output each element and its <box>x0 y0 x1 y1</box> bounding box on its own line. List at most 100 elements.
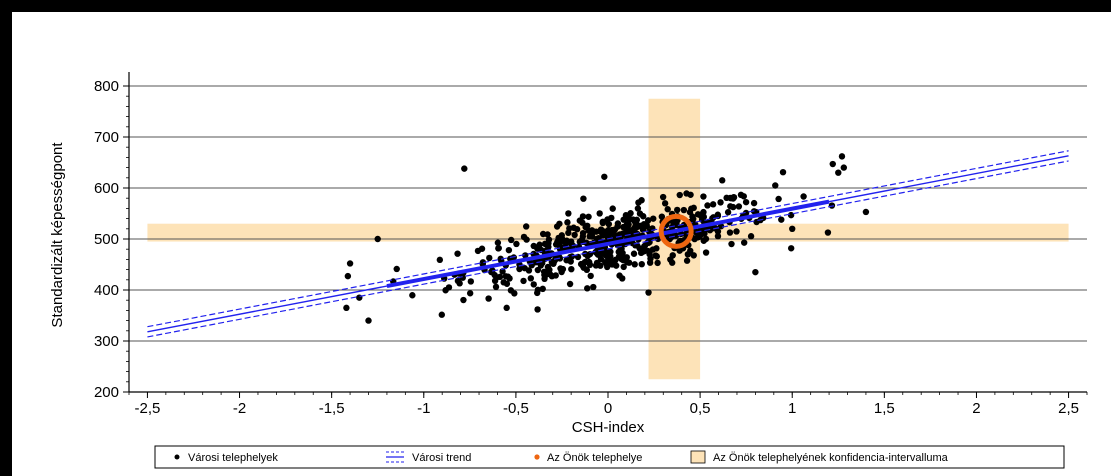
scatter-point <box>683 257 691 264</box>
scatter-point <box>553 223 561 230</box>
scatter-point <box>840 164 848 171</box>
scatter-point <box>590 228 597 235</box>
scatter-point <box>456 280 463 287</box>
scatter-point <box>558 232 566 239</box>
scatter-point <box>530 281 537 288</box>
scatter-point <box>585 213 592 220</box>
scatter-point <box>645 239 652 247</box>
scatter-point <box>533 289 541 297</box>
scatter-point <box>573 226 581 233</box>
scatter-point <box>747 233 755 240</box>
scatter-point <box>579 229 587 237</box>
scatter-point <box>630 250 638 257</box>
city-trend-lines <box>147 150 1069 338</box>
scatter-point <box>594 250 601 258</box>
x-tick-label: 0,5 <box>690 400 711 417</box>
scatter-point <box>564 219 571 226</box>
scatter-point <box>478 245 486 252</box>
scatter-point <box>409 292 416 299</box>
scatter-point <box>584 222 591 230</box>
scatter-point <box>690 252 697 259</box>
x-tick-label: -2 <box>233 400 246 417</box>
scatter-point <box>497 255 504 263</box>
scatter-point <box>580 195 587 202</box>
scatter-point <box>702 249 710 256</box>
scatter-point <box>714 228 722 235</box>
scatter-point <box>618 255 625 263</box>
scatter-point <box>545 243 552 251</box>
scatter-point <box>442 287 449 294</box>
scatter-point <box>719 177 726 184</box>
scatter-point <box>502 273 510 280</box>
scatter-point <box>733 228 740 235</box>
scatter-point <box>492 283 500 291</box>
scatter-point <box>778 216 785 223</box>
scatter-point <box>522 252 529 259</box>
scatter-point <box>485 295 492 302</box>
scatter-point <box>714 232 722 240</box>
scatter-point <box>724 209 732 216</box>
scatter-point <box>496 273 504 281</box>
legend-box <box>154 445 1065 469</box>
scatter-point <box>636 210 644 217</box>
scatter-point <box>596 210 603 217</box>
scatter-point <box>511 290 518 297</box>
scatter-point <box>601 246 608 254</box>
legend: Városi telephelyek Városi trend Az Önök … <box>154 445 1065 469</box>
scatter-point <box>727 203 734 210</box>
y-tick-label: 500 <box>94 231 119 248</box>
scatter-point <box>539 285 546 293</box>
scatter-point <box>658 213 666 220</box>
scatter-point <box>343 304 350 312</box>
scatter-point <box>742 198 750 206</box>
legend-trend-symbol <box>386 451 404 463</box>
scatter-point <box>599 219 607 227</box>
scatter-point <box>702 235 710 243</box>
scatter-point <box>684 251 692 258</box>
scatter-point <box>613 232 620 239</box>
scatter-point <box>579 262 587 270</box>
scatter-point <box>494 239 502 246</box>
x-tick-label: -0,5 <box>503 400 529 417</box>
scatter-point <box>579 213 587 220</box>
scatter-point <box>559 265 567 273</box>
y-tick-label: 600 <box>94 180 119 197</box>
scatter-point <box>726 229 734 236</box>
scatter-point <box>667 256 674 263</box>
scatter-point <box>566 280 574 288</box>
scatter-point <box>688 205 695 212</box>
trend-upper-bound <box>147 150 1069 328</box>
scatter-point <box>365 317 372 324</box>
scatter-point <box>615 248 622 256</box>
scatter-point <box>723 194 730 202</box>
scatter-point <box>638 260 645 268</box>
scatter-point <box>652 252 659 259</box>
legend-trend-label: Városi trend <box>412 452 471 464</box>
scatter-point <box>374 235 381 243</box>
x-tick-label: -1,5 <box>319 400 345 417</box>
scatter-point <box>740 239 748 246</box>
scatter-point <box>545 269 552 277</box>
scatter-point <box>704 202 711 209</box>
scatter-point <box>728 240 735 248</box>
scatter-point <box>537 262 545 269</box>
x-tick-label: 0 <box>604 400 612 417</box>
scatter-point <box>627 210 634 217</box>
scatter-point <box>438 311 446 318</box>
y-tick-label: 200 <box>94 384 119 401</box>
scatter-point <box>673 206 681 214</box>
scatter-point <box>650 215 657 222</box>
legend-points-symbol <box>174 454 180 460</box>
scatter-point <box>700 193 707 200</box>
scatter-point <box>800 193 807 200</box>
scatter-point <box>461 165 468 172</box>
chart-frame: 200 300 400 500 600 700 800 -2,5 -2 -1,5 -1 -0,5 0 0,… <box>12 12 1111 476</box>
scatter-point <box>584 285 591 292</box>
scatter-point <box>630 225 638 233</box>
scatter-point <box>717 223 725 230</box>
scatter-point <box>539 230 547 238</box>
scatter-point <box>687 191 694 198</box>
x-tick-label: 1,5 <box>874 400 895 417</box>
scatter-point <box>544 263 552 271</box>
y-tick-label: 800 <box>94 78 119 95</box>
